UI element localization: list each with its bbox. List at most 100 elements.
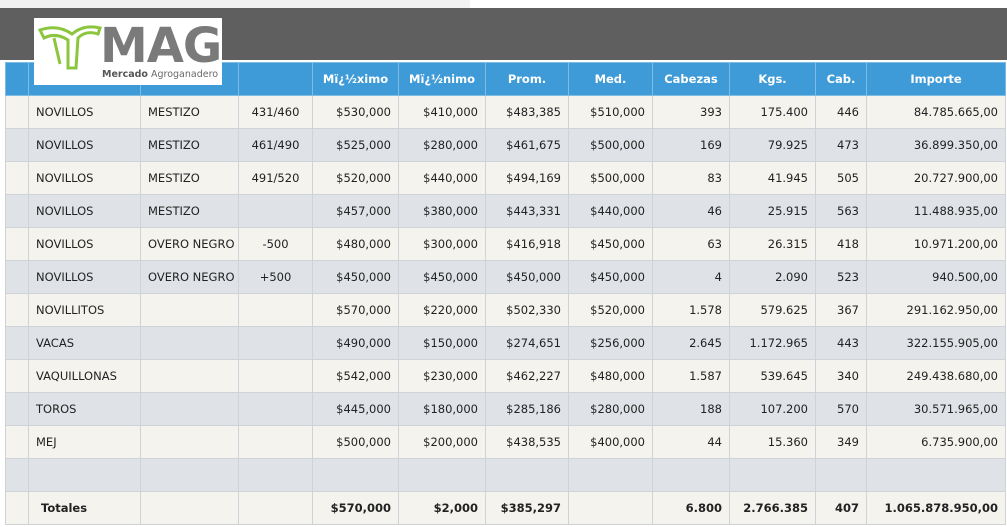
cell <box>5 227 29 261</box>
cell: 249.438.680,00 <box>866 359 1006 393</box>
cell: $480,000 <box>568 359 653 393</box>
cell: $450,000 <box>398 260 486 294</box>
cell: 473 <box>815 128 867 162</box>
logo-subtitle-bold: Mercado <box>102 69 148 80</box>
cell: $502,330 <box>485 293 569 327</box>
cell: $380,000 <box>398 194 486 228</box>
cell: $450,000 <box>485 260 569 294</box>
logo-subtitle: Mercado Agroganadero <box>102 69 218 80</box>
header-cell <box>238 62 313 96</box>
cell <box>140 326 239 360</box>
cell <box>866 458 1006 492</box>
cell: $461,675 <box>485 128 569 162</box>
cell <box>238 293 313 327</box>
cell: NOVILLOS <box>28 95 141 129</box>
cell: $494,169 <box>485 161 569 195</box>
cell <box>238 194 313 228</box>
cell: $150,000 <box>398 326 486 360</box>
cell: $400,000 <box>568 425 653 459</box>
top-strip <box>0 0 470 8</box>
cell: $570,000 <box>312 491 399 525</box>
cell <box>568 491 653 525</box>
cell: 367 <box>815 293 867 327</box>
cell: 940.500,00 <box>866 260 1006 294</box>
cell: NOVILLOS <box>28 161 141 195</box>
cell: 36.899.350,00 <box>866 128 1006 162</box>
cell: $410,000 <box>398 95 486 129</box>
logo-subtitle-rest: Agroganadero <box>150 69 219 80</box>
cell <box>5 359 29 393</box>
cell: 6.735.900,00 <box>866 425 1006 459</box>
cell: 407 <box>815 491 867 525</box>
price-table: Mï¿½ximo Mï¿½nimo Prom. Med. Cabezas Kgs. Cab.… <box>5 62 1006 525</box>
header-cell: Prom. <box>485 62 569 96</box>
cell <box>140 491 239 525</box>
cell: NOVILLOS <box>28 260 141 294</box>
cell: $530,000 <box>312 95 399 129</box>
cell: 563 <box>815 194 867 228</box>
table-row: VACAS $490,000 $150,000 $274,651 $256,000 2.6… <box>5 326 1006 360</box>
cell: TOROS <box>28 392 141 426</box>
cell: 83 <box>652 161 730 195</box>
cell: 340 <box>815 359 867 393</box>
cell: $385,297 <box>485 491 569 525</box>
cell: 2.645 <box>652 326 730 360</box>
cell <box>652 458 730 492</box>
cell: MESTIZO <box>140 194 239 228</box>
cell <box>140 392 239 426</box>
cell: $542,000 <box>312 359 399 393</box>
cell: $490,000 <box>312 326 399 360</box>
cell: $280,000 <box>568 392 653 426</box>
table-row: NOVILLITOS $570,000 $220,000 $502,330 $520,0… <box>5 293 1006 327</box>
cell: 44 <box>652 425 730 459</box>
cell: MESTIZO <box>140 95 239 129</box>
cell <box>729 458 816 492</box>
cell: $180,000 <box>398 392 486 426</box>
cell: $416,918 <box>485 227 569 261</box>
cell <box>140 458 239 492</box>
cell <box>398 458 486 492</box>
logo: MAG Mercado Agroganadero <box>34 18 222 85</box>
cell: 349 <box>815 425 867 459</box>
header-cell: Kgs. <box>729 62 816 96</box>
cell: 505 <box>815 161 867 195</box>
table-row: TOROS $445,000 $180,000 $285,186 $280,000 188… <box>5 392 1006 426</box>
cell: 11.488.935,00 <box>866 194 1006 228</box>
header-cell: Cabezas <box>652 62 730 96</box>
cell <box>5 128 29 162</box>
cell: $520,000 <box>568 293 653 327</box>
cell: $462,227 <box>485 359 569 393</box>
cell: 10.971.200,00 <box>866 227 1006 261</box>
table-row: NOVILLOS MESTIZO 491/520 $520,000 $440,000 $4… <box>5 161 1006 195</box>
cell: 461/490 <box>238 128 313 162</box>
cell: 25.915 <box>729 194 816 228</box>
header-cell: Importe <box>866 62 1006 96</box>
logo-icon <box>38 25 102 70</box>
cell: VACAS <box>28 326 141 360</box>
cell <box>238 392 313 426</box>
cell: 322.155.905,00 <box>866 326 1006 360</box>
table-row: NOVILLOS OVERO NEGRO -500 $480,000 $300,000 $… <box>5 227 1006 261</box>
header-cell: Mï¿½ximo <box>312 62 399 96</box>
cell: 26.315 <box>729 227 816 261</box>
cell: NOVILLITOS <box>28 293 141 327</box>
table-row: NOVILLOS MESTIZO 431/460 $530,000 $410,000 $4… <box>5 95 1006 129</box>
cell <box>28 458 141 492</box>
cell: 2.766.385 <box>729 491 816 525</box>
table-row: NOVILLOS OVERO NEGRO +500 $450,000 $450,000 $… <box>5 260 1006 294</box>
header-cell: Cab. <box>815 62 867 96</box>
cell <box>5 194 29 228</box>
cell: $457,000 <box>312 194 399 228</box>
cell: 570 <box>815 392 867 426</box>
cell <box>312 458 399 492</box>
cell: 6.800 <box>652 491 730 525</box>
cell: $300,000 <box>398 227 486 261</box>
table-row: NOVILLOS MESTIZO 461/490 $525,000 $280,000 $4… <box>5 128 1006 162</box>
cell: OVERO NEGRO <box>140 260 239 294</box>
cell: $520,000 <box>312 161 399 195</box>
cell: $443,331 <box>485 194 569 228</box>
cell: NOVILLOS <box>28 194 141 228</box>
cell: $280,000 <box>398 128 486 162</box>
cell: $440,000 <box>398 161 486 195</box>
